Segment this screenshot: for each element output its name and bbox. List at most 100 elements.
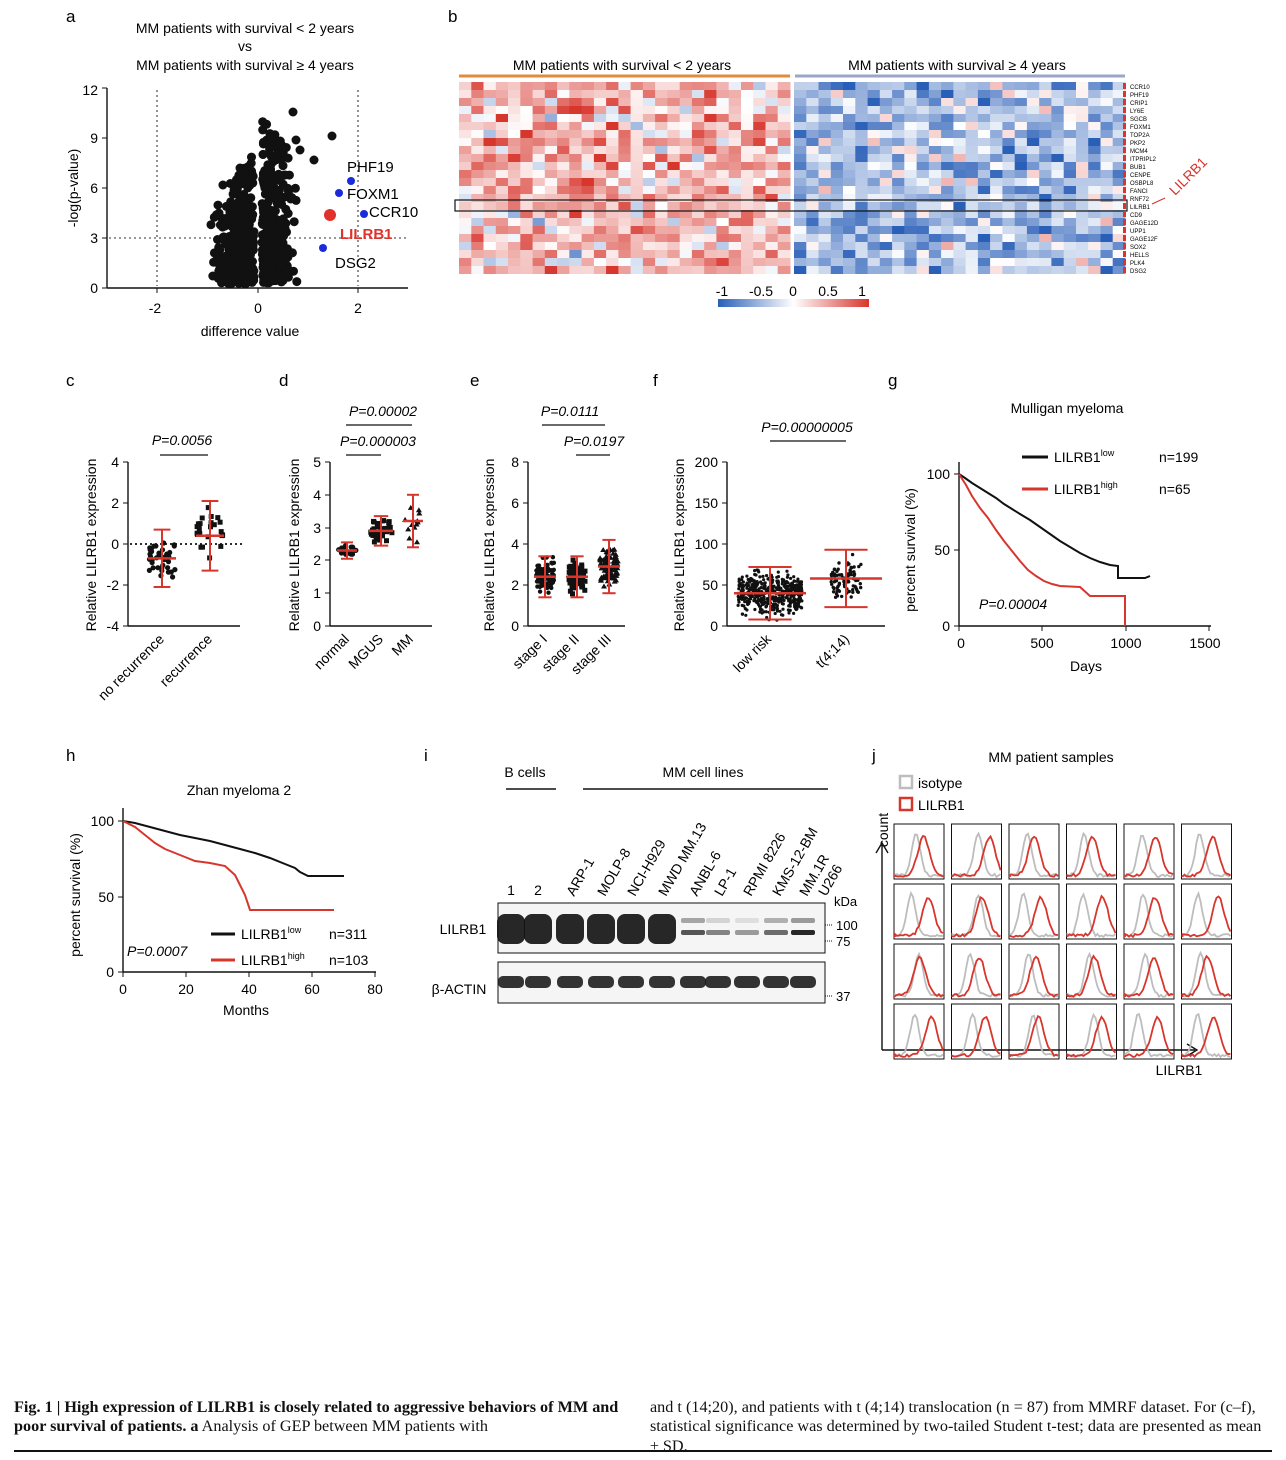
heatmap-cell (916, 226, 930, 234)
heatmap-cell (928, 242, 942, 250)
heatmap-cell (990, 194, 1003, 202)
heatmap-cell (593, 202, 607, 210)
heatmap-cell (990, 162, 1003, 170)
heatmap-cell (667, 210, 681, 218)
heatmap-cell (495, 90, 509, 98)
heatmap-cell (483, 226, 497, 234)
data-point (829, 573, 834, 578)
heatmap-cell (741, 234, 754, 242)
heatmap-cell (483, 250, 497, 258)
panel-g-ytick: 50 (934, 542, 950, 558)
heatmap-cell (606, 146, 619, 154)
heatmap-cell (581, 258, 595, 266)
data-point (599, 557, 605, 563)
heatmap-cell (794, 226, 807, 234)
heatmap-cell (1002, 154, 1016, 162)
data-point (744, 613, 748, 617)
heatmap-cell (728, 130, 742, 138)
heatmap-gene-label: TOP2A (1130, 133, 1150, 139)
heatmap-cell (794, 266, 807, 274)
heatmap-cell (728, 162, 742, 170)
data-point (570, 557, 576, 563)
data-point (754, 573, 758, 577)
heatmap-cell (892, 114, 905, 122)
band-lilrb1 (497, 914, 525, 944)
heatmap-gene-label: GAGE12D (1130, 221, 1159, 227)
heatmap-cell (495, 154, 509, 162)
heatmap-cell (741, 162, 754, 170)
heatmap-cell (879, 106, 893, 114)
heatmap-cell (941, 226, 954, 234)
heatmap-cell (471, 122, 485, 130)
heatmap-cell (691, 90, 705, 98)
heatmap-cell (557, 234, 570, 242)
data-point (550, 561, 555, 566)
heatmap-cell (928, 234, 942, 242)
heatmap-cell (716, 186, 730, 194)
data-point (834, 592, 839, 596)
heatmap-cell (508, 194, 521, 202)
heatmap-cell (794, 202, 807, 210)
volcano-point (267, 226, 277, 236)
heatmap-cell (471, 82, 485, 90)
heatmap-cell (667, 114, 681, 122)
band-lilrb1-lower (681, 930, 705, 935)
heatmap-cell (855, 146, 869, 154)
panel-b-group1-label: MM patients with survival < 2 years (513, 57, 731, 73)
heatmap-cell (471, 186, 485, 194)
heatmap-cell (508, 82, 521, 90)
heatmap-cell (728, 154, 742, 162)
heatmap-cell (990, 178, 1003, 186)
panel-f-ytick: 0 (710, 618, 718, 634)
heatmap-cell (471, 194, 485, 202)
heatmap-cell (581, 82, 595, 90)
band-actin (734, 976, 760, 988)
heatmap-cell (1088, 242, 1101, 250)
heatmap-cell (741, 138, 754, 146)
panel-f-ytick: 100 (695, 536, 719, 552)
heatmap-cell (520, 106, 534, 114)
heatmap-cell (618, 266, 632, 274)
heatmap-cell (777, 170, 791, 178)
panel-d-ylabel: Relative LILRB1 expression (286, 459, 302, 632)
data-point (762, 598, 766, 602)
heatmap-cell (667, 242, 681, 250)
data-point (197, 521, 203, 527)
heatmap-cell (904, 122, 918, 130)
heatmap-cell (1088, 266, 1101, 274)
heatmap-cell (1088, 202, 1101, 210)
heatmap-cell (1026, 154, 1040, 162)
heatmap-cell (1014, 170, 1028, 178)
heatmap-cell (667, 154, 681, 162)
heatmap-cell (1063, 90, 1077, 98)
flow-curve-lilrb1 (1124, 957, 1174, 998)
heatmap-cell (618, 250, 632, 258)
heatmap-cell (1026, 114, 1040, 122)
heatmap-cell (593, 146, 607, 154)
flow-histogram-box (1066, 943, 1117, 1000)
heatmap-cell (557, 106, 570, 114)
panel-a-title-line1: MM patients with survival < 2 years (136, 20, 354, 36)
heatmap-cell (1039, 266, 1052, 274)
heatmap-cell (716, 106, 730, 114)
heatmap-cell (904, 234, 918, 242)
heatmap-cell (1051, 178, 1065, 186)
volcano-point (262, 179, 272, 188)
heatmap-cell (483, 130, 497, 138)
panel-a-xlabel: difference value (201, 323, 300, 339)
heatmap-cell (855, 114, 869, 122)
heatmap-cell (606, 194, 619, 202)
gene-dot-ccr10 (360, 210, 368, 218)
heatmap-cell (794, 122, 807, 130)
heatmap-cell (830, 154, 844, 162)
flow-curve-lilrb1 (1181, 954, 1232, 998)
heatmap-cell (855, 98, 869, 106)
heatmap-cell (1039, 170, 1052, 178)
panel-c-ytick: 4 (111, 454, 119, 470)
heatmap-cell (990, 226, 1003, 234)
volcano-point (266, 260, 276, 270)
data-point (165, 565, 171, 571)
heatmap-cell (879, 242, 893, 250)
panel-h-title: Zhan myeloma 2 (187, 782, 291, 798)
heatmap-cell (965, 242, 979, 250)
